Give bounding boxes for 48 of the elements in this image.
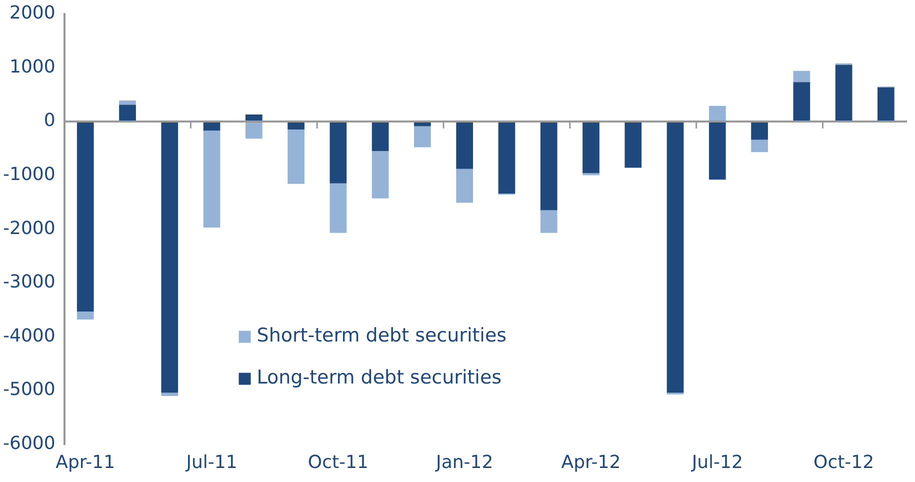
bar	[708, 121, 726, 180]
bar	[330, 121, 347, 184]
y-tick-label: 1000	[9, 56, 56, 78]
x-tick-label: Jul-12	[690, 452, 743, 473]
bar	[161, 121, 178, 393]
legend-label: Short-term debt securities	[256, 324, 507, 347]
y-tick-label: -3000	[2, 272, 56, 293]
bar	[751, 121, 768, 140]
x-tick-label: Oct-11	[308, 452, 368, 473]
bar	[161, 392, 178, 396]
bar	[708, 106, 726, 122]
bar	[119, 100, 136, 105]
bar	[119, 104, 136, 122]
y-tick-label: -5000	[2, 379, 56, 400]
x-tick-label: Jan-12	[435, 452, 494, 473]
bar	[372, 151, 389, 198]
bar	[582, 121, 600, 174]
y-tick-label: -4000	[2, 325, 56, 346]
bar	[76, 311, 94, 320]
x-tick-label: Jul-11	[185, 452, 238, 473]
bar	[372, 121, 389, 152]
bar	[456, 168, 474, 203]
y-tick-label: 2000	[9, 2, 56, 24]
bar	[288, 130, 304, 184]
bar	[76, 121, 94, 312]
bar	[793, 82, 810, 122]
y-tick-label: -2000	[2, 218, 56, 239]
y-tick-label: -6000	[2, 433, 56, 454]
x-tick-label: Oct-12	[814, 452, 874, 473]
bar	[878, 88, 894, 122]
bar	[666, 121, 684, 393]
x-tick-label: Apr-12	[561, 452, 621, 473]
legend-label: Long-term debt securities	[256, 366, 502, 389]
bar	[624, 121, 642, 168]
bar	[751, 140, 768, 152]
bar	[245, 121, 262, 139]
x-tick-label: Apr-11	[56, 452, 116, 473]
bar	[498, 121, 516, 194]
bar	[414, 126, 431, 148]
bar	[793, 70, 810, 82]
bar	[203, 130, 220, 228]
bar	[835, 64, 852, 122]
bar	[540, 121, 558, 210]
y-tick-label: -1000	[2, 164, 56, 185]
bar	[456, 121, 474, 169]
y-tick-label: 0	[44, 110, 56, 132]
bar	[330, 183, 347, 233]
bar	[540, 210, 558, 233]
